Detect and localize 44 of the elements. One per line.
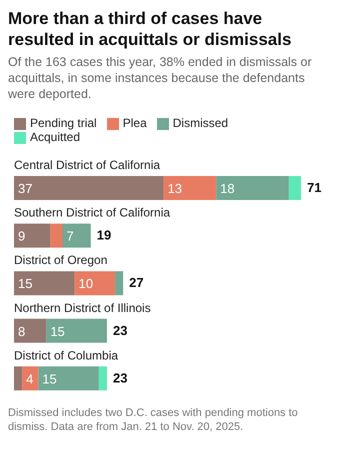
total-label: 27 bbox=[129, 275, 144, 290]
legend-label: Pending trial bbox=[30, 116, 97, 130]
y-tick-label: Central District of California bbox=[14, 158, 160, 172]
bar bbox=[115, 271, 124, 296]
data-label: 15 bbox=[50, 324, 65, 339]
bar bbox=[14, 224, 50, 248]
data-label: 4 bbox=[26, 371, 34, 386]
data-label: 15 bbox=[18, 276, 32, 292]
legend-label: Acquitted bbox=[30, 130, 80, 144]
bar bbox=[14, 176, 164, 200]
total-label: 23 bbox=[112, 370, 128, 386]
bar bbox=[14, 366, 22, 390]
total-label: 23 bbox=[112, 322, 128, 338]
total-label: 71 bbox=[307, 180, 322, 195]
data-label: 13 bbox=[168, 181, 182, 196]
bar bbox=[14, 271, 75, 296]
bar bbox=[62, 224, 91, 248]
data-label: 7 bbox=[66, 228, 74, 244]
bar bbox=[74, 271, 116, 296]
data-label: 9 bbox=[18, 228, 26, 244]
bar bbox=[46, 318, 107, 343]
bar bbox=[14, 318, 46, 343]
data-label: 10 bbox=[78, 276, 94, 292]
data-label: 8 bbox=[18, 324, 26, 339]
bar bbox=[22, 366, 38, 390]
bar bbox=[216, 176, 289, 200]
data-label: 37 bbox=[18, 181, 32, 196]
bar bbox=[50, 224, 63, 248]
bar bbox=[98, 366, 107, 390]
data-label: 15 bbox=[42, 371, 57, 386]
y-tick-label: District of Oregon bbox=[14, 253, 108, 268]
total-label: 19 bbox=[96, 228, 112, 243]
chart-title: More than a third of cases have resulted in acquittals or dismissals bbox=[8, 8, 292, 50]
text: Dismissed includes two D.C. cases with pending motions to dismiss. Data are from Jan. 21 to Nov. 20, 2025. bbox=[8, 406, 299, 434]
chart-subtitle: Of the 163 cases this year, 38% ended in dismissals or acquittals, in some instances because the defendants were deported. bbox=[8, 54, 313, 102]
legend-label: Dismissed bbox=[172, 116, 228, 130]
y-tick-label: District of Columbia bbox=[14, 348, 118, 362]
bar bbox=[38, 366, 99, 390]
data-label: 18 bbox=[220, 181, 235, 196]
bar bbox=[164, 176, 216, 200]
bar bbox=[288, 176, 301, 200]
legend-label: Plea bbox=[122, 116, 147, 130]
y-tick-label: Southern District of California bbox=[14, 206, 170, 220]
y-tick-label: Northern District of Illinois bbox=[14, 300, 151, 315]
